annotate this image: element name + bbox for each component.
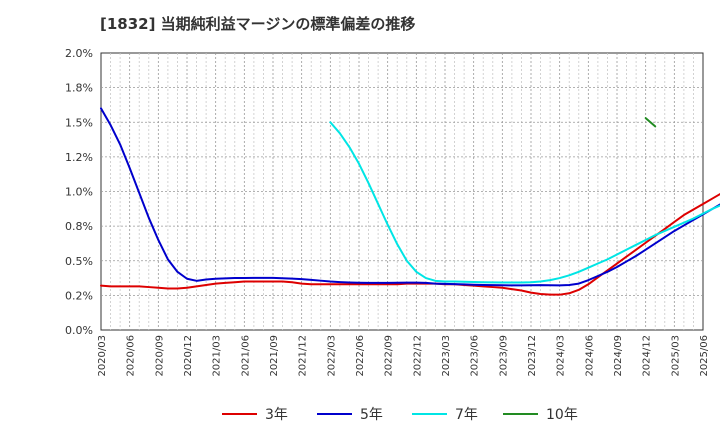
y-tick-label: 2.0% [65,47,93,60]
x-tick-label: 2025/06 [699,335,710,377]
x-tick-label: 2022/06 [355,335,366,377]
y-tick-label: 0.5% [65,255,93,268]
x-tick-label: 2022/09 [384,335,395,377]
series-line-10年 [644,117,657,128]
x-tick-label: 2020/09 [154,335,165,377]
y-tick-label: 1.0% [65,186,93,199]
x-tick-label: 2021/09 [269,335,280,377]
y-tick-label: 0.8% [65,220,93,233]
x-tick-label: 2022/12 [412,335,423,377]
chart-title: [1832] 当期純利益マージンの標準偏差の推移 [100,15,416,33]
x-tick-label: 2023/12 [527,335,538,377]
series-line-5年 [100,107,720,287]
legend-label: 5年 [360,407,383,423]
y-tick-label: 0.0% [65,324,93,337]
x-tick-label: 2024/12 [642,335,653,377]
x-tick-label: 2020/12 [183,335,194,377]
y-tick-label: 1.2% [65,151,93,164]
x-tick-label: 2025/03 [670,335,681,377]
x-tick-label: 2024/06 [584,335,595,377]
x-tick-label: 2021/12 [298,335,309,377]
series-line-7年 [329,121,720,284]
x-tick-label: 2024/09 [613,335,624,377]
y-tick-label: 1.8% [65,82,93,95]
y-tick-label: 1.5% [65,116,93,129]
legend-label: 3年 [265,407,288,423]
legend-label: 7年 [455,407,478,423]
x-tick-label: 2021/03 [212,335,223,377]
x-tick-label: 2021/06 [240,335,251,377]
y-tick-label: 0.2% [65,289,93,302]
legend-label: 10年 [546,407,578,423]
x-tick-label: 2022/03 [326,335,337,377]
x-tick-label: 2023/06 [470,335,481,377]
x-tick-label: 2023/09 [498,335,509,377]
x-tick-label: 2020/03 [97,335,108,377]
x-tick-label: 2020/06 [126,335,137,377]
x-tick-label: 2023/03 [441,335,452,377]
x-tick-label: 2024/03 [556,335,567,377]
